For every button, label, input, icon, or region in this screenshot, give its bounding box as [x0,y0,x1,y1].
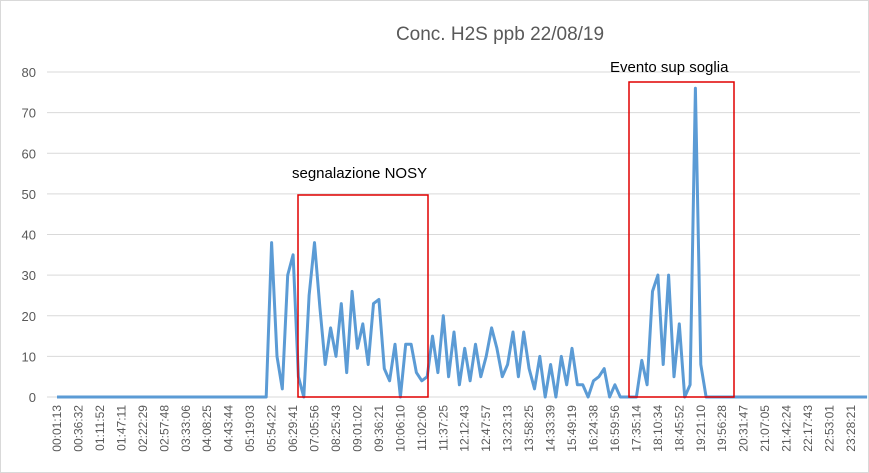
y-tick-label: 30 [22,268,36,283]
x-tick-label: 03:33:06 [179,405,193,452]
y-tick-label: 10 [22,349,36,364]
annotation-text: Evento sup soglia [610,59,729,76]
x-tick-label: 05:19:03 [243,405,257,452]
x-tick-label: 09:01:02 [350,405,364,452]
x-tick-label: 21:42:24 [780,405,794,452]
x-tick-label: 01:11:52 [93,405,107,451]
annotation-box [628,81,735,398]
x-tick-label: 21:07:05 [758,405,772,452]
annotation-text: segnalazione NOSY [292,165,427,182]
x-tick-label: 12:47:57 [479,405,493,452]
x-tick-label: 08:25:43 [329,405,343,452]
x-tick-label: 16:24:38 [586,405,600,452]
y-tick-label: 80 [22,65,36,80]
x-tick-label: 06:29:41 [286,405,300,452]
x-tick-label: 04:08:25 [200,405,214,452]
x-tick-label: 13:23:13 [501,405,515,452]
x-tick-label: 23:28:21 [844,405,858,452]
x-tick-label: 07:05:56 [308,405,322,452]
y-tick-label: 40 [22,228,36,243]
x-tick-label: 04:43:44 [222,405,236,452]
x-tick-label: 11:02:06 [415,405,429,451]
x-tick-label: 16:59:56 [608,405,622,452]
y-tick-label: 20 [22,309,36,324]
x-tick-label: 11:37:25 [436,405,450,451]
x-tick-label: 17:35:14 [629,405,643,452]
x-tick-label: 19:21:10 [694,405,708,452]
x-tick-label: 18:10:34 [651,405,665,452]
x-tick-label: 14:33:39 [544,405,558,452]
x-tick-label: 01:47:11 [114,405,128,451]
y-tick-label: 70 [22,106,36,121]
y-tick-label: 60 [22,146,36,161]
x-tick-label: 09:36:21 [372,405,386,452]
x-tick-label: 00:01:13 [50,405,64,452]
x-tick-label: 10:06:10 [393,405,407,452]
x-tick-label: 02:57:48 [157,405,171,452]
x-tick-label: 20:31:47 [737,405,751,452]
y-tick-label: 0 [29,390,36,405]
y-tick-label: 50 [22,187,36,202]
x-tick-label: 00:36:32 [71,405,85,452]
x-tick-label: 22:17:43 [801,405,815,452]
x-tick-label: 18:45:52 [672,405,686,452]
x-tick-label: 02:22:29 [136,405,150,452]
x-tick-label: 13:58:25 [522,405,536,452]
x-tick-label: 19:56:28 [715,405,729,452]
chart-title: Conc. H2S ppb 22/08/19 [396,24,604,45]
x-tick-label: 15:49:19 [565,405,579,452]
x-tick-label: 12:12:43 [458,405,472,452]
x-tick-label: 22:53:01 [823,405,837,452]
x-tick-label: 05:54:22 [265,405,279,452]
annotation-box [297,194,429,398]
